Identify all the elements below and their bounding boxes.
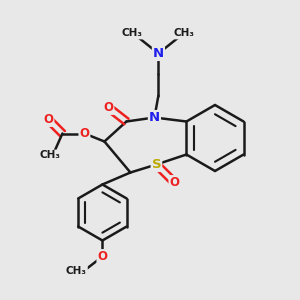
Text: O: O: [44, 113, 53, 126]
Text: CH₃: CH₃: [174, 28, 195, 38]
Text: N: N: [149, 111, 160, 124]
Text: CH₃: CH₃: [40, 151, 61, 160]
Text: O: O: [169, 176, 179, 189]
Text: S: S: [152, 158, 161, 171]
Text: N: N: [153, 47, 164, 60]
Text: CH₃: CH₃: [66, 266, 87, 275]
Text: CH₃: CH₃: [122, 28, 143, 38]
Text: O: O: [103, 101, 113, 114]
Text: O: O: [98, 250, 107, 263]
Text: O: O: [80, 127, 89, 140]
